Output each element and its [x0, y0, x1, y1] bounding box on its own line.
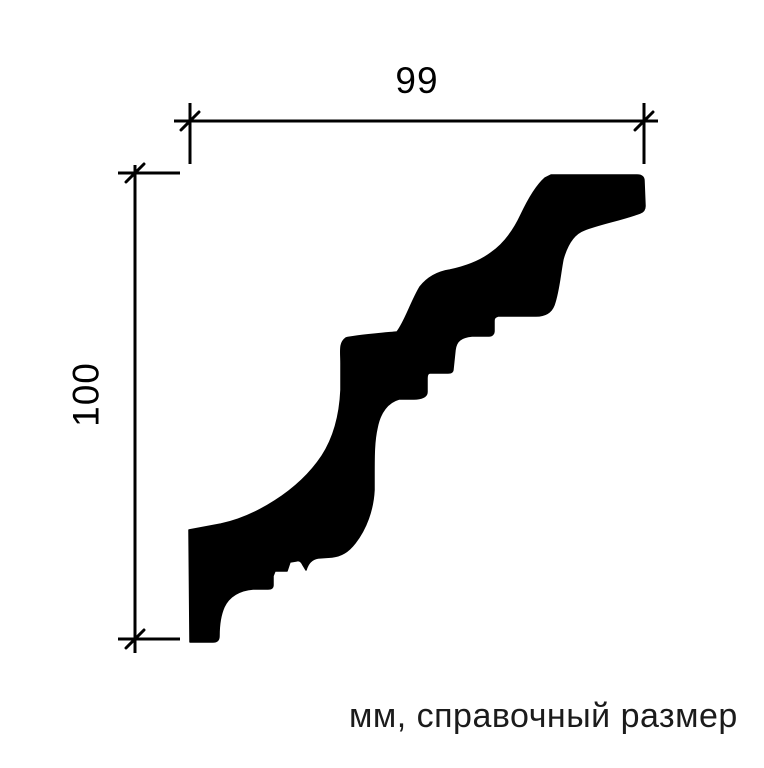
width-dimension — [174, 103, 658, 164]
molding-profile-silhouette — [188, 174, 646, 643]
height-tick-top-icon — [124, 162, 146, 184]
width-dimension-value: 99 — [395, 60, 439, 101]
width-tick-left-icon — [179, 110, 201, 132]
units-reference-note: мм, справочный размер — [349, 697, 738, 735]
width-tick-right-icon — [633, 110, 655, 132]
height-dimension — [118, 162, 180, 653]
height-dimension-value: 100 — [65, 362, 107, 427]
height-tick-bottom-icon — [124, 628, 146, 650]
